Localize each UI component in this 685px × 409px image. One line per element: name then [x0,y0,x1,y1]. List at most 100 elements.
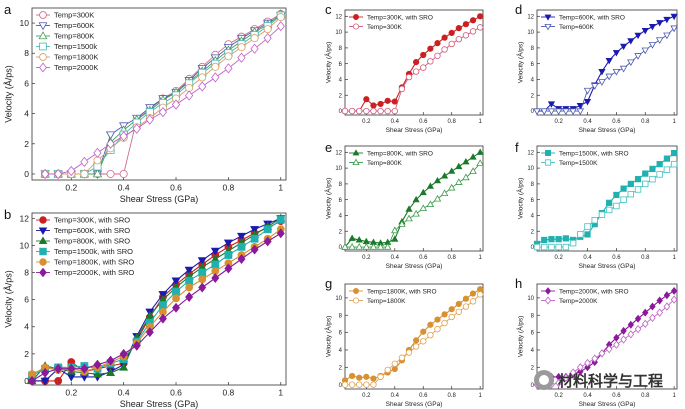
data-point [67,165,76,177]
legend-marker [544,296,552,305]
data-point [619,65,628,73]
data-point [462,32,470,39]
legend-entry: Temp=1800K, with SRO [54,258,134,267]
data-point [440,189,449,197]
y-tick-label: 4 [531,214,535,220]
data-point [223,239,233,248]
data-point [237,43,246,52]
y-tick-label: 12 [335,150,342,156]
x-tick-label: 0.8 [641,255,650,261]
plot-frame [536,145,678,252]
y-tick-label: 12 [335,14,342,20]
legend-entry: Temp=800K [54,32,94,41]
data-point [441,34,448,41]
data-point [119,362,129,371]
data-point [562,373,570,382]
series-0 [533,150,678,247]
data-point [476,24,484,31]
data-point [576,363,584,372]
data-point [627,320,634,329]
x-tick-label: 0.6 [170,183,182,193]
data-point [642,308,649,317]
data-point [377,107,384,115]
data-point [440,172,449,179]
y-tick-label: 6 [24,295,29,305]
data-point [106,169,115,178]
data-point [590,83,599,90]
y-tick-label: 12 [527,150,534,156]
data-point [656,308,663,317]
data-point [620,335,627,344]
y-tick-label: 10 [527,296,534,302]
legend-marker [352,297,360,304]
data-point [555,378,562,388]
legend-marker [39,267,47,278]
series-line [345,294,481,386]
data-point [427,321,434,328]
data-point [263,25,272,34]
data-point [620,326,627,335]
legend: Temp=600K, with SRO Temp=600K [541,14,625,31]
data-point [462,295,470,302]
data-point [184,266,194,275]
data-point [40,377,50,386]
data-point [598,79,606,86]
data-point [569,108,577,116]
data-point [391,226,399,234]
y-tick-label: 0 [339,245,343,251]
data-point [547,101,556,108]
data-point [427,331,434,339]
data-point [448,29,455,36]
x-axis-label: Shear Stress (GPa) [579,401,636,408]
data-point [670,25,678,33]
data-point [412,343,420,350]
legend-entry: Temp=1800K [54,53,98,62]
legend-marker [39,216,47,224]
legend: Temp=2000K, with SRO Temp=2000K [541,287,629,305]
x-tick-label: 0.8 [222,183,234,193]
data-point [547,108,556,116]
x-axis-label: Shear Stress (GPa) [120,194,199,204]
data-point [376,243,385,250]
data-point [455,300,462,308]
legend: Temp=800K, with SRO Temp=800K [349,149,433,167]
legend-entry: Temp=1500k, with SRO [54,247,133,256]
data-point [598,69,606,76]
data-point [106,355,115,366]
data-point [598,211,606,218]
data-point [80,363,89,374]
data-point [384,107,391,115]
x-tick-label: 1 [478,255,482,261]
y-tick-label: 10 [20,240,30,250]
data-point [427,45,434,52]
x-tick-label: 0.6 [612,393,621,399]
data-point [276,215,285,224]
y-tick-label: 8 [24,48,29,58]
y-tick-label: 8 [24,268,29,278]
data-point [533,108,541,116]
data-point [171,99,181,110]
data-point [548,236,555,243]
data-point [656,161,663,168]
legend-marker [39,53,47,61]
data-point [383,243,392,250]
data-point [250,226,260,235]
data-point [132,123,141,134]
y-tick-label: 0 [531,245,535,251]
data-point [476,291,484,298]
data-point [198,73,207,82]
y-tick-label: 8 [339,46,343,52]
y-tick-label: 8 [339,313,343,319]
data-point [613,340,620,349]
data-point [119,131,128,142]
legend-marker [352,149,360,156]
data-point [370,102,377,109]
legend-marker [352,158,360,166]
data-point [670,286,678,295]
data-point [627,330,635,339]
data-point [159,301,167,309]
data-point [627,190,635,198]
x-tick-label: 1 [478,393,482,399]
legend-marker [39,62,47,73]
